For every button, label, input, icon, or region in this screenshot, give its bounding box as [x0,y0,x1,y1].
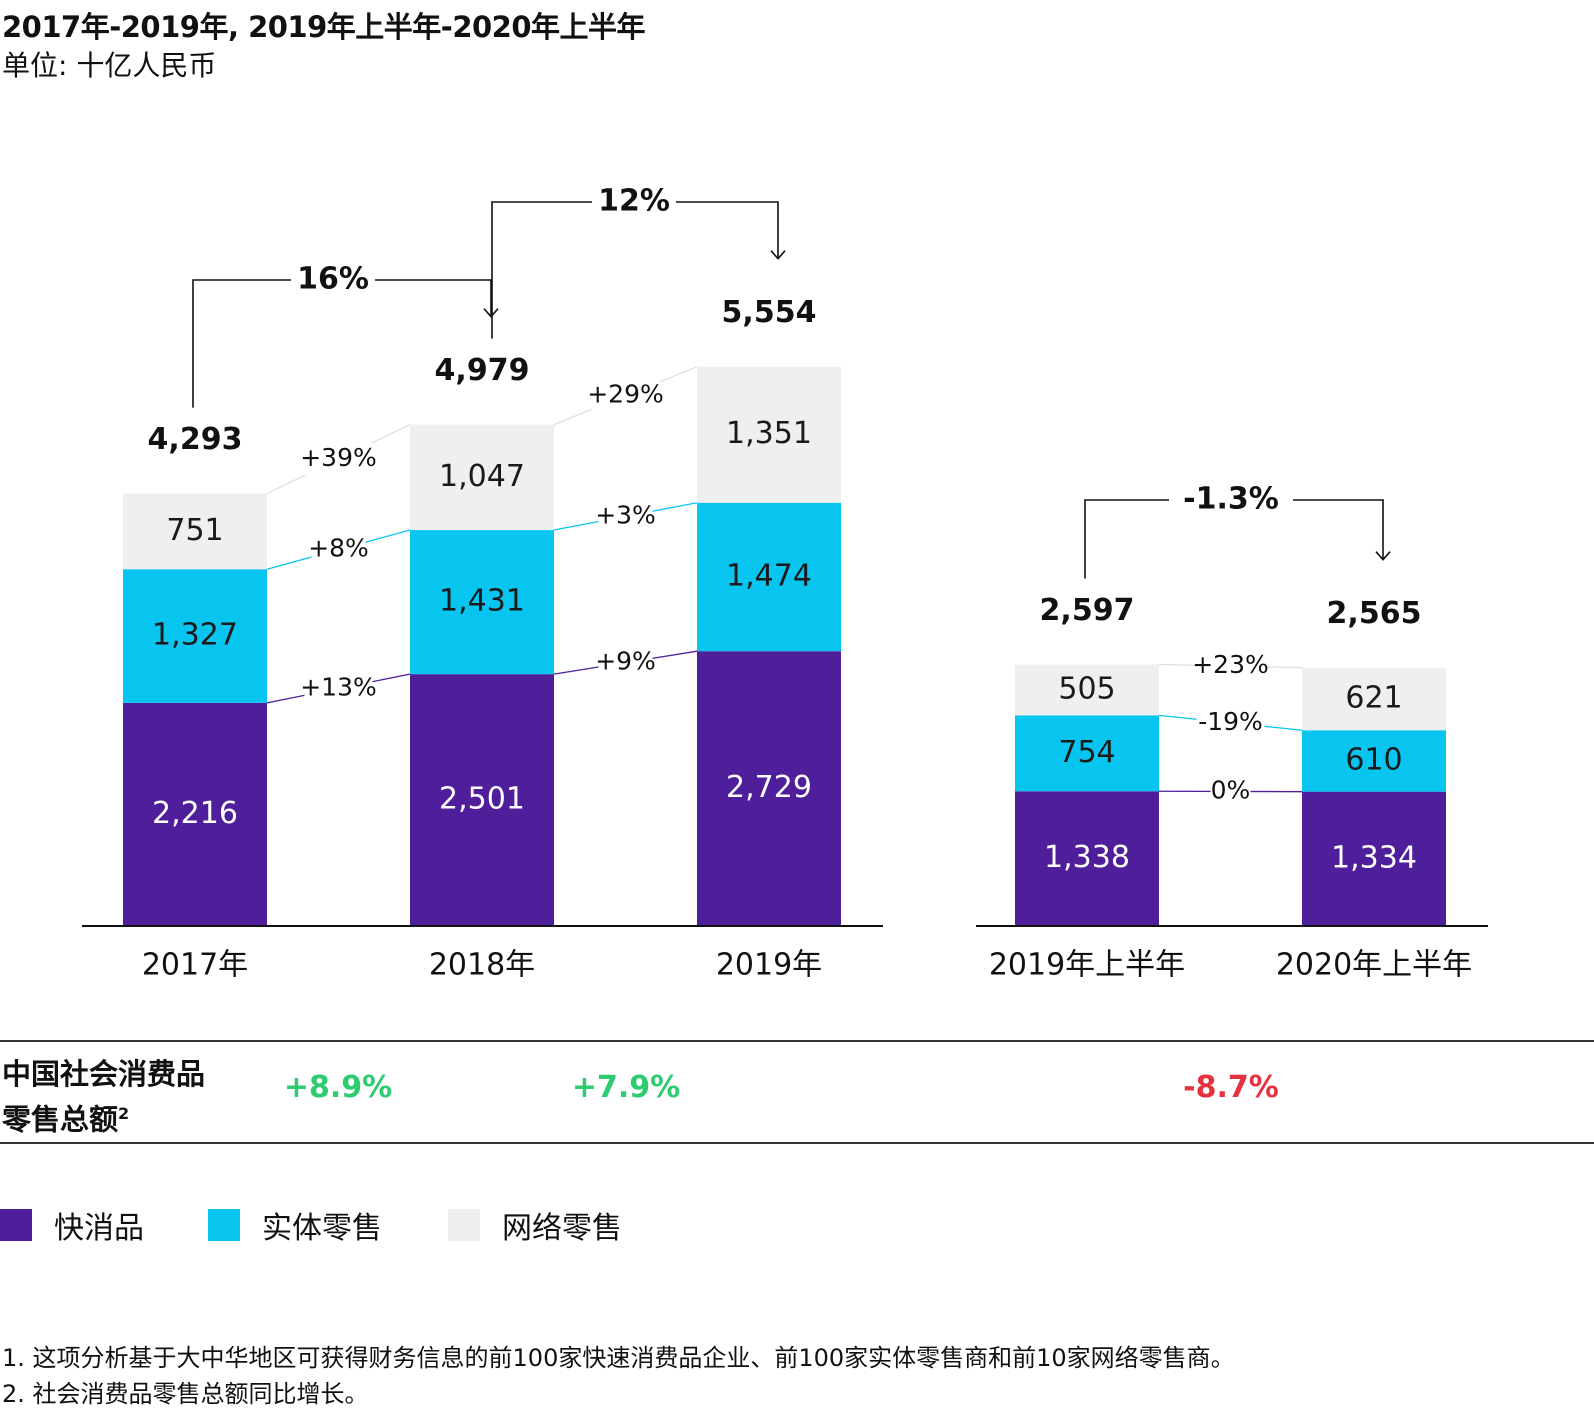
bar-g1-1-fmcg [1302,791,1446,926]
total-label-g0-1: 4,979 [435,353,530,388]
bar-label-g0-0-online: 751 [166,513,223,548]
growth-label-g1-0-online: +23% [1192,650,1269,679]
growth-label-g0-1-online: +29% [587,380,664,409]
bar-g0-0-physical [123,569,267,703]
retail-row-footnote-ref: 2 [118,1104,130,1123]
total-label-g1-1: 2,565 [1327,596,1422,631]
row-top-divider [0,1040,1594,1042]
bar-label-g1-1-online: 621 [1345,680,1402,715]
growth-label-g0-0-fmcg: +13% [300,672,377,701]
growth-label-g0-1-physical: +3% [595,500,656,529]
bar-label-g1-0-fmcg: 1,338 [1044,840,1130,875]
growth-bg-g1-0-online [1196,650,1265,683]
chart-subtitle: 单位: 十亿人民币 [2,49,217,82]
retail-growth-2019: +7.9% [571,1070,681,1105]
bar-label-g0-0-physical: 1,327 [152,618,238,653]
bar-g0-0-online [123,493,267,570]
bar-label-g1-0-physical: 754 [1058,735,1115,770]
total-growth-label-g1-0: -1.3% [1183,482,1279,517]
legend-swatch-fmcg [0,1209,32,1241]
legend-swatch-online [448,1209,480,1241]
total-growth-label-g0-0: 16% [297,262,369,297]
chart-title: 2017年-2019年, 2019年上半年-2020年上半年 [2,10,646,44]
retail-row-label: 中国社会消费品 零售总额2 [2,1054,205,1140]
total-growth-arrowhead-g0-0 [483,308,499,318]
total-growth-left-g1-0 [1084,499,1169,579]
retail-row-label-line1: 中国社会消费品 [2,1057,206,1091]
bar-label-g1-1-physical: 610 [1345,742,1402,777]
total-growth-right-g1-0 [1293,499,1384,560]
total-growth-right-g0-1 [676,201,779,259]
x-tick-g1-1: 2020年上半年 [1276,948,1472,983]
growth-bg-g0-0-fmcg [304,672,373,705]
bar-label-g0-1-fmcg: 2,501 [439,782,525,817]
bar-g0-0-fmcg [123,702,267,926]
legend-item-physical: 实体零售 [208,1205,382,1246]
growth-bg-g0-0-physical [311,533,366,566]
footnote-2: 2. 社会消费品零售总额同比增长。 [2,1380,369,1408]
growth-bg-g0-1-physical [598,500,653,533]
retail-growth-h1-2020: -8.7% [1183,1070,1279,1105]
footnote-1: 1. 这项分析基于大中华地区可获得财务信息的前100家快速消费品企业、前100家… [2,1344,1235,1372]
growth-label-g0-0-physical: +8% [308,534,369,563]
bar-label-g0-2-physical: 1,474 [726,558,812,593]
total-label-g0-0: 4,293 [148,422,243,457]
growth-bg-g1-0-fmcg [1210,775,1251,808]
legend-item-fmcg: 快消品 [0,1205,144,1246]
bar-label-g0-2-fmcg: 2,729 [726,770,812,805]
total-growth-arrowhead-g0-1 [770,250,786,260]
legend-label-fmcg: 快消品 [54,1211,144,1246]
bar-g0-2-fmcg [697,651,841,926]
bar-g0-1-physical [410,530,554,675]
legend-item-online: 网络零售 [448,1205,622,1246]
total-growth-left-g0-1 [491,201,592,339]
bar-g1-1-online [1302,667,1446,731]
total-growth-arrowhead-g1-0 [1375,551,1391,561]
growth-bg-g0-1-online [591,379,660,412]
legend-swatch-physical [208,1209,240,1241]
retail-row-label-line2: 零售总额 [2,1102,119,1137]
x-tick-g0-2: 2019年 [716,948,822,983]
x-tick-g1-0: 2019年上半年 [989,948,1185,983]
total-label-g0-2: 5,554 [722,295,817,330]
growth-bg-g0-0-online [304,443,373,476]
bar-g0-1-online [410,424,554,531]
bar-g1-0-online [1015,664,1159,716]
growth-label-g1-0-physical: -19% [1198,707,1263,736]
bar-g0-2-online [697,366,841,503]
bar-label-g1-0-online: 505 [1058,671,1115,706]
bar-g0-1-fmcg [410,674,554,926]
bar-g1-1-physical [1302,730,1446,792]
x-tick-g0-0: 2017年 [142,948,248,983]
bar-g0-2-physical [697,502,841,652]
bar-label-g1-1-fmcg: 1,334 [1331,840,1417,875]
stacked-bar-chart: 2,216 1,327 751 4,293 2017年 2,501 1,431 1,047 4,… [82,184,1488,983]
total-growth-label-g0-1: 12% [598,184,670,219]
bar-g1-0-fmcg [1015,791,1159,926]
total-label-g1-0: 2,597 [1040,593,1135,628]
bar-label-g0-1-physical: 1,431 [439,584,525,619]
bar-g1-0-physical [1015,715,1159,792]
row-bottom-divider [0,1142,1594,1144]
bar-label-g0-2-online: 1,351 [726,416,812,451]
growth-label-g1-0-fmcg: 0% [1211,775,1251,804]
retail-growth-2018: +8.9% [283,1070,393,1105]
legend-label-online: 网络零售 [502,1211,622,1246]
x-tick-g0-1: 2018年 [429,948,535,983]
growth-bg-g0-1-fmcg [598,646,653,679]
bar-label-g0-0-fmcg: 2,216 [152,796,238,831]
growth-bg-g1-0-physical [1196,706,1265,739]
bar-label-g0-1-online: 1,047 [439,459,525,494]
total-growth-left-g0-0 [192,279,291,408]
total-growth-right-g0-0 [375,279,492,317]
legend-label-physical: 实体零售 [262,1211,382,1246]
growth-label-g0-1-fmcg: +9% [595,647,656,676]
growth-label-g0-0-online: +39% [300,443,377,472]
